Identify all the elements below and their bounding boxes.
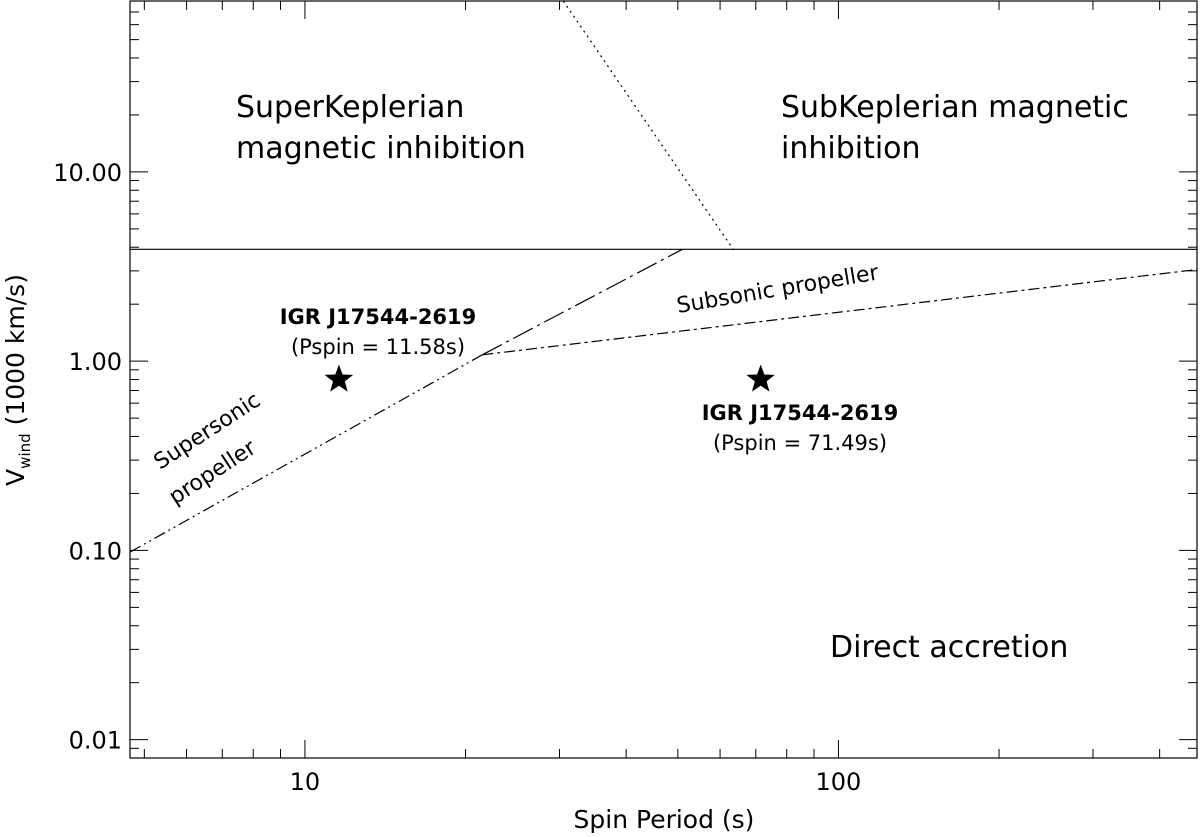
source-markers bbox=[324, 364, 775, 392]
x-tick-label: 10 bbox=[290, 768, 321, 796]
region-label-direct-accretion: Direct accretion bbox=[830, 630, 1068, 665]
y-axis-label: Vwind (1000 km/s) bbox=[1, 274, 34, 486]
subsonic-propeller-line bbox=[482, 268, 1198, 356]
supersonic-propeller-line bbox=[129, 354, 483, 553]
y-tick-label: 0.10 bbox=[69, 537, 122, 565]
source-slow-star-marker bbox=[746, 364, 775, 392]
y-tick-label: 0.01 bbox=[69, 727, 122, 755]
region-label-superkeplerian-line2: magnetic inhibition bbox=[236, 131, 526, 166]
region-label-subsonic-propeller: Subsonic propeller bbox=[675, 260, 881, 319]
source-fast-star-marker bbox=[324, 364, 354, 392]
y-tick-label: 1.00 bbox=[69, 348, 122, 376]
regime-boundaries bbox=[129, 0, 1198, 553]
source-slow-name: IGR J17544-2619 bbox=[702, 401, 899, 425]
axis-ticks: 10 100 0.01 0.10 1.00 10.00 bbox=[53, 0, 1197, 796]
region-label-subkeplerian-line1: SubKeplerian magnetic bbox=[781, 90, 1129, 125]
source-fast-period: (Pspin = 11.58s) bbox=[291, 335, 465, 359]
y-tick-label: 10.00 bbox=[53, 159, 122, 187]
region-label-superkeplerian-line1: SuperKeplerian bbox=[236, 90, 464, 125]
source-slow-period: (Pspin = 71.49s) bbox=[713, 431, 887, 455]
x-tick-label: 100 bbox=[816, 768, 862, 796]
kepler-divider-line bbox=[562, 0, 734, 250]
x-axis-label: Spin Period (s) bbox=[574, 805, 755, 834]
region-label-subkeplerian-line2: inhibition bbox=[781, 131, 921, 166]
source-fast-name: IGR J17544-2619 bbox=[280, 305, 477, 329]
propeller-upper-line bbox=[482, 248, 683, 356]
